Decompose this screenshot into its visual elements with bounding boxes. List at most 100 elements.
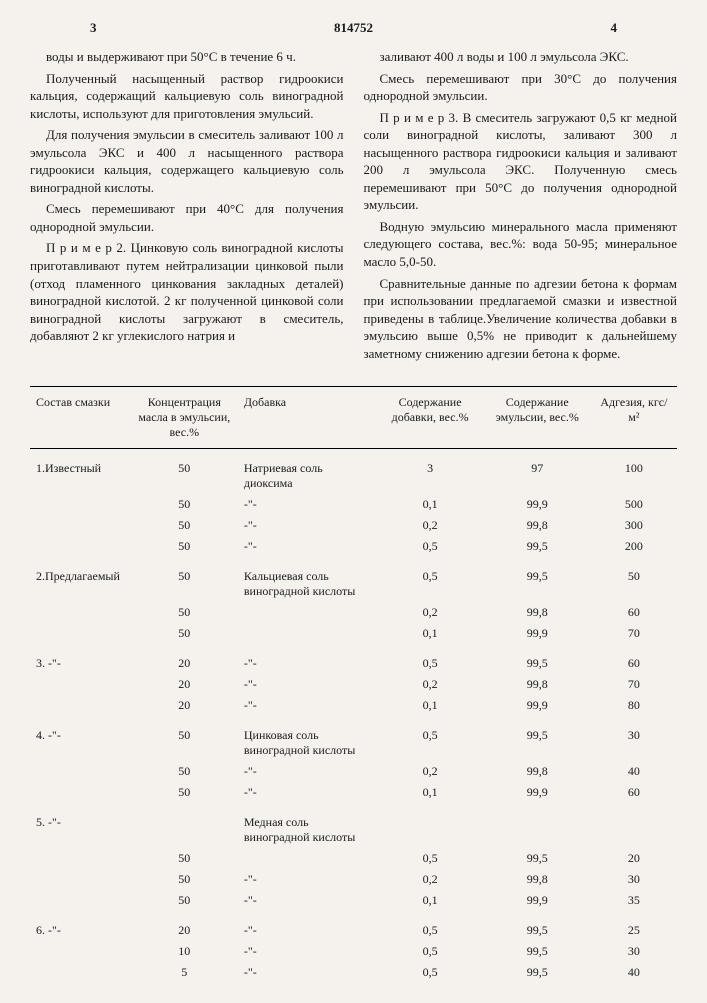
- page-num-right: 4: [611, 20, 618, 36]
- table-cell: -"-: [238, 761, 377, 782]
- table-cell: 25: [591, 911, 677, 941]
- table-cell: 99,9: [484, 782, 591, 803]
- table-cell: [30, 761, 131, 782]
- table-row: 6. -"-20-"-0,599,525: [30, 911, 677, 941]
- table-cell: 0,5: [377, 557, 484, 602]
- table-cell: -"-: [238, 890, 377, 911]
- table-cell: 0,1: [377, 890, 484, 911]
- table-cell: 0,5: [377, 848, 484, 869]
- table-cell: Цинковая соль виноградной кислоты: [238, 716, 377, 761]
- table-cell: 99,8: [484, 515, 591, 536]
- right-column: заливают 400 л воды и 100 л эмульсола ЭК…: [364, 48, 678, 366]
- col-header: Состав смазки: [30, 387, 131, 449]
- table-row: 50-"-0,199,9500: [30, 494, 677, 515]
- table-cell: 0,1: [377, 623, 484, 644]
- paragraph: Полученный насыщенный раствор гидроокиси…: [30, 70, 344, 123]
- table-row: 20-"-0,199,980: [30, 695, 677, 716]
- table-cell: [30, 536, 131, 557]
- table-cell: 0,2: [377, 602, 484, 623]
- table-cell: 50: [131, 869, 238, 890]
- table-cell: 60: [591, 644, 677, 674]
- table-cell: 99,9: [484, 623, 591, 644]
- paragraph: Смесь перемешивают при 40°С для получени…: [30, 200, 344, 235]
- table-cell: Натриевая соль диоксима: [238, 449, 377, 495]
- table-cell: 80: [591, 695, 677, 716]
- table-cell: 0,2: [377, 869, 484, 890]
- table-cell: 3: [377, 449, 484, 495]
- table-header-row: Состав смазки Концентрация масла в эмуль…: [30, 387, 677, 449]
- table-cell: [377, 803, 484, 848]
- table-cell: 99,5: [484, 536, 591, 557]
- table-row: 50-"-0,299,840: [30, 761, 677, 782]
- table-cell: 99,8: [484, 602, 591, 623]
- table-cell: 99,8: [484, 761, 591, 782]
- table-cell: 20: [131, 911, 238, 941]
- table-cell: 99,5: [484, 848, 591, 869]
- table-cell: 70: [591, 674, 677, 695]
- table-cell: -"-: [238, 695, 377, 716]
- table-cell: Медная соль виноградной кислоты: [238, 803, 377, 848]
- table-cell: 0,5: [377, 536, 484, 557]
- table-cell: 30: [591, 941, 677, 962]
- table-cell: -"-: [238, 911, 377, 941]
- paragraph: П р и м е р 2. Цинковую соль виноградной…: [30, 239, 344, 344]
- table-row: 10-"-0,599,530: [30, 941, 677, 962]
- paragraph: Сравнительные данные по адгезии бетона к…: [364, 275, 678, 363]
- table-cell: 60: [591, 782, 677, 803]
- paragraph: воды и выдерживают при 50°С в течение 6 …: [30, 48, 344, 66]
- document-number: 814752: [97, 20, 611, 36]
- page-header: 3 814752 4: [30, 20, 677, 36]
- table-cell: -"-: [238, 536, 377, 557]
- table-row: 500,299,860: [30, 602, 677, 623]
- table-row: 50-"-0,299,830: [30, 869, 677, 890]
- table-cell: 10: [131, 941, 238, 962]
- table-cell: 500: [591, 494, 677, 515]
- table-cell: -"-: [238, 962, 377, 983]
- table-cell: 0,2: [377, 515, 484, 536]
- table-cell: 99,5: [484, 644, 591, 674]
- table-cell: 20: [591, 848, 677, 869]
- table-cell: 0,1: [377, 494, 484, 515]
- table-cell: 99,8: [484, 674, 591, 695]
- table-cell: 0,5: [377, 962, 484, 983]
- table-cell: 4. -"-: [30, 716, 131, 761]
- table-row: 500,199,970: [30, 623, 677, 644]
- col-header: Добавка: [238, 387, 377, 449]
- table-cell: -"-: [238, 644, 377, 674]
- table-cell: 2.Предлагаемый: [30, 557, 131, 602]
- table-row: 20-"-0,299,870: [30, 674, 677, 695]
- table-row: 3. -"-20-"-0,599,560: [30, 644, 677, 674]
- table-cell: 30: [591, 869, 677, 890]
- table-cell: [30, 782, 131, 803]
- table-cell: -"-: [238, 494, 377, 515]
- table-cell: 0,5: [377, 644, 484, 674]
- table-cell: 40: [591, 761, 677, 782]
- table-cell: 0,1: [377, 695, 484, 716]
- table-row: 2.Предлагаемый50Кальциевая соль виноград…: [30, 557, 677, 602]
- table-cell: 0,2: [377, 761, 484, 782]
- table-cell: [30, 848, 131, 869]
- table-cell: [238, 623, 377, 644]
- table-cell: [30, 623, 131, 644]
- table-cell: [30, 515, 131, 536]
- table-cell: -"-: [238, 674, 377, 695]
- table-cell: 50: [131, 848, 238, 869]
- paragraph: Для получения эмульсии в смеситель залив…: [30, 126, 344, 196]
- table-cell: 20: [131, 644, 238, 674]
- table-cell: 30: [591, 716, 677, 761]
- table-cell: -"-: [238, 782, 377, 803]
- table-cell: 0,2: [377, 674, 484, 695]
- table-cell: 0,5: [377, 941, 484, 962]
- table-cell: 50: [131, 623, 238, 644]
- col-header: Содержание добавки, вес.%: [377, 387, 484, 449]
- table-cell: -"-: [238, 869, 377, 890]
- table-cell: [131, 803, 238, 848]
- table-cell: 50: [591, 557, 677, 602]
- table-cell: 50: [131, 761, 238, 782]
- table-cell: 99,5: [484, 911, 591, 941]
- table-cell: -"-: [238, 515, 377, 536]
- col-header: Адгезия, кгс/м²: [591, 387, 677, 449]
- table-row: 50-"-0,199,935: [30, 890, 677, 911]
- table-cell: 0,5: [377, 716, 484, 761]
- table-row: 5-"-0,599,540: [30, 962, 677, 983]
